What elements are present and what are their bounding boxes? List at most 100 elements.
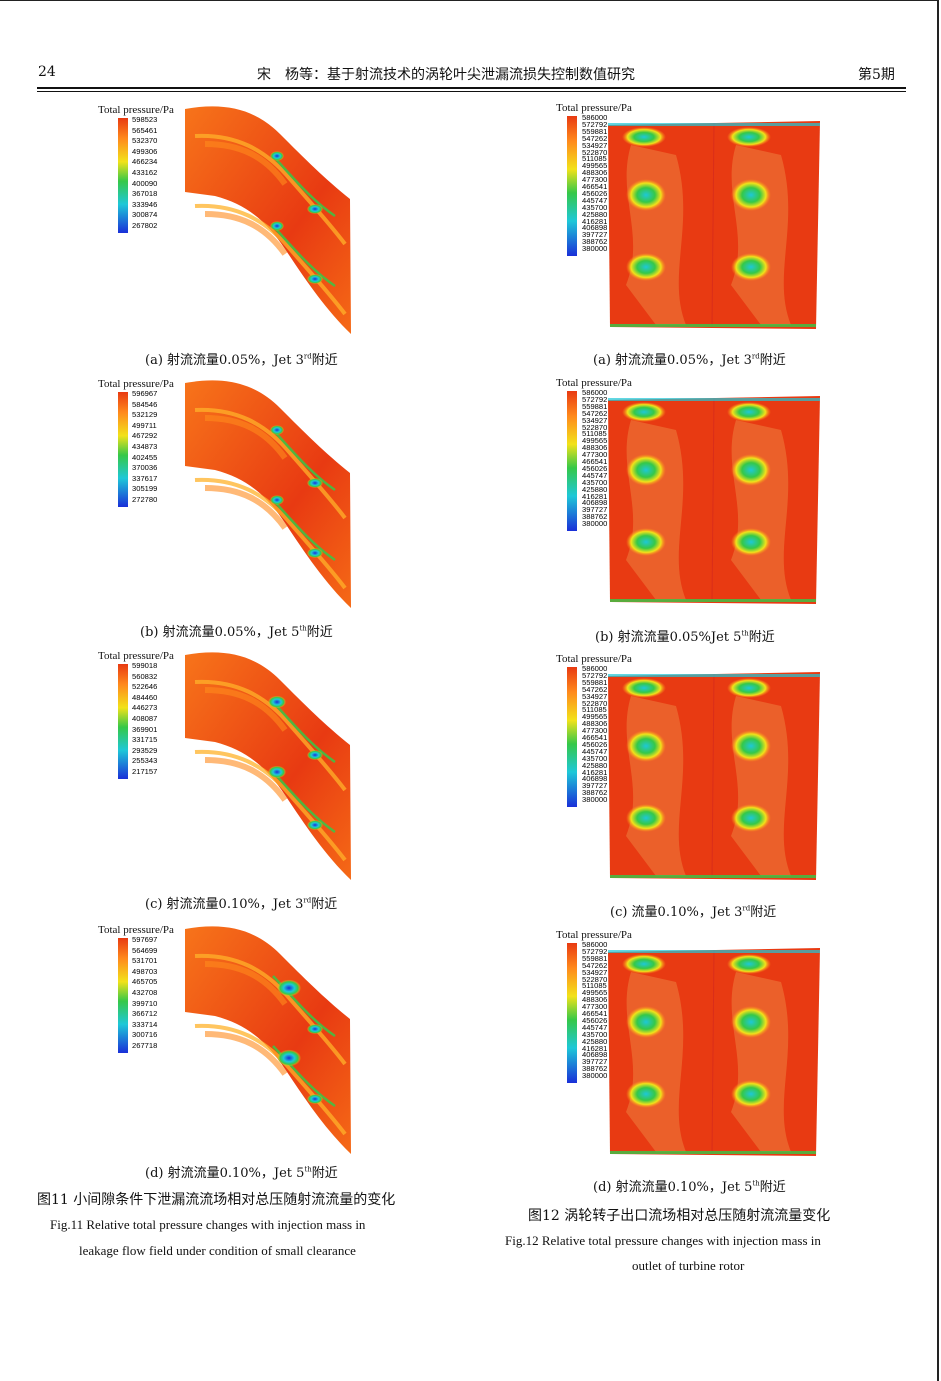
legend-tick: 484460	[132, 692, 158, 702]
legend-tick: 547262	[582, 960, 608, 970]
legend-tick: 300874	[132, 210, 158, 220]
leakage-contour-3	[185, 924, 355, 1160]
page-number: 24	[38, 64, 56, 80]
legend-tick: 599018	[132, 661, 158, 670]
legend-tick: 400090	[132, 178, 158, 188]
legend-tick: 466541	[582, 733, 608, 742]
legend-tick: 522870	[582, 698, 608, 708]
loss-core	[731, 1080, 771, 1108]
loss-core	[622, 402, 666, 422]
leakage-contour-0	[185, 104, 355, 340]
legend-tick: 586000	[582, 388, 608, 397]
legend-tick: 416281	[582, 767, 608, 777]
secondary-vortex	[307, 548, 323, 558]
colorbar	[567, 116, 577, 256]
legend-tick: 406898	[582, 1050, 608, 1060]
legend-tick: 388762	[582, 1064, 608, 1074]
legend-tick: 559881	[582, 677, 608, 687]
legend-tick: 466541	[582, 182, 608, 191]
legend-tick: 511085	[582, 429, 607, 439]
legend-tick: 572792	[582, 119, 608, 129]
legend-title: Total pressure/Pa	[556, 929, 632, 941]
outlet-contour-2	[606, 666, 824, 888]
legend-tick: 445747	[582, 746, 608, 756]
fig12-caption-en-1: Fig.12 Relative total pressure changes w…	[505, 1233, 821, 1248]
legend-tick: 559881	[582, 953, 608, 963]
legend-tick: 522870	[582, 974, 608, 984]
left-panel-caption-0: (a) 射流流量0.05%，Jet 3rd附近	[145, 352, 338, 368]
loss-core	[731, 253, 771, 281]
outlet-domain	[608, 396, 820, 604]
legend-tick: 597697	[132, 935, 158, 944]
loss-core	[626, 804, 666, 832]
legend-tick: 572792	[582, 670, 608, 680]
legend-tick: 511085	[582, 981, 607, 991]
fig11-caption-en-1: Fig.11 Relative total pressure changes w…	[50, 1217, 366, 1232]
left-panel-caption-1: (b) 射流流量0.05%，Jet 5th附近	[140, 624, 333, 640]
colorbar	[118, 392, 128, 507]
tip-leakage-line	[272, 1045, 336, 1108]
leakage-contour-2	[185, 650, 355, 886]
legend-tick: 435700	[582, 1029, 608, 1039]
loss-core	[626, 253, 666, 281]
outlet-contour-3	[606, 942, 824, 1164]
legend-tick: 399710	[132, 998, 158, 1008]
legend-tick: 416281	[582, 491, 608, 501]
legend-title: Total pressure/Pa	[98, 650, 174, 662]
tip-vortex-core	[270, 425, 284, 435]
legend-tick: 366712	[132, 1009, 158, 1019]
legend-tick: 380000	[582, 1071, 608, 1081]
tip-vortex-core	[277, 1049, 301, 1067]
legend-tick: 477300	[582, 1002, 608, 1012]
loss-core	[731, 454, 771, 486]
fig11-caption-en-2: leakage flow field under condition of sm…	[79, 1243, 356, 1258]
leakage-streak	[194, 679, 347, 792]
legend-tick: 572792	[582, 946, 608, 956]
legend-tick: 532129	[132, 410, 158, 420]
legend-tick: 272780	[132, 495, 158, 504]
legend-tick: 370036	[132, 463, 158, 473]
legend-tick: 425880	[582, 1036, 608, 1046]
legend-tick: 445747	[582, 470, 608, 480]
legend-tick: 435700	[582, 477, 608, 487]
legend-tick: 522870	[582, 147, 608, 157]
leakage-streak	[194, 749, 347, 862]
legend-tick: 488306	[582, 168, 608, 178]
legend-tick: 522870	[582, 422, 608, 432]
legend-tick: 598523	[132, 115, 158, 124]
secondary-vortex	[307, 1094, 323, 1104]
left-panel-caption-3: (d) 射流流量0.10%，Jet 5th附近	[145, 1165, 338, 1181]
loss-core	[626, 1006, 666, 1038]
loss-core	[727, 678, 771, 698]
tip-vortex-core	[270, 151, 284, 161]
legend-tick: 380000	[582, 244, 608, 254]
legend-tick: 267802	[132, 221, 158, 230]
loss-core	[731, 730, 771, 762]
loss-core	[626, 730, 666, 762]
tip-leakage-line	[272, 499, 336, 562]
legend-tick: 586000	[582, 113, 608, 122]
header-rule-thin	[37, 91, 906, 92]
legend-tick: 477300	[582, 726, 608, 736]
legend-tick: 397727	[582, 781, 608, 791]
loss-core	[626, 454, 666, 486]
legend-tick: 499565	[582, 988, 608, 998]
outlet-domain	[608, 948, 820, 1156]
tip-vortex-core	[277, 979, 301, 997]
legend-tick: 499565	[582, 436, 608, 446]
outlet-domain	[608, 672, 820, 880]
right-panel-caption-2: (c) 流量0.10%，Jet 3rd附近	[610, 904, 777, 920]
loss-core	[626, 1080, 666, 1108]
leakage-streak	[194, 133, 347, 246]
legend-tick: 534927	[582, 691, 608, 701]
colorbar	[567, 667, 577, 807]
loss-core	[731, 1006, 771, 1038]
legend-tick: 333714	[132, 1019, 158, 1029]
legend-tick: 559881	[582, 401, 608, 411]
loss-core	[622, 954, 666, 974]
legend-tick: 534927	[582, 140, 608, 150]
legend-tick: 445747	[582, 1022, 608, 1032]
legend-tick: 511085	[582, 705, 607, 715]
legend-tick: 456026	[582, 1015, 608, 1025]
secondary-vortex	[307, 820, 323, 830]
